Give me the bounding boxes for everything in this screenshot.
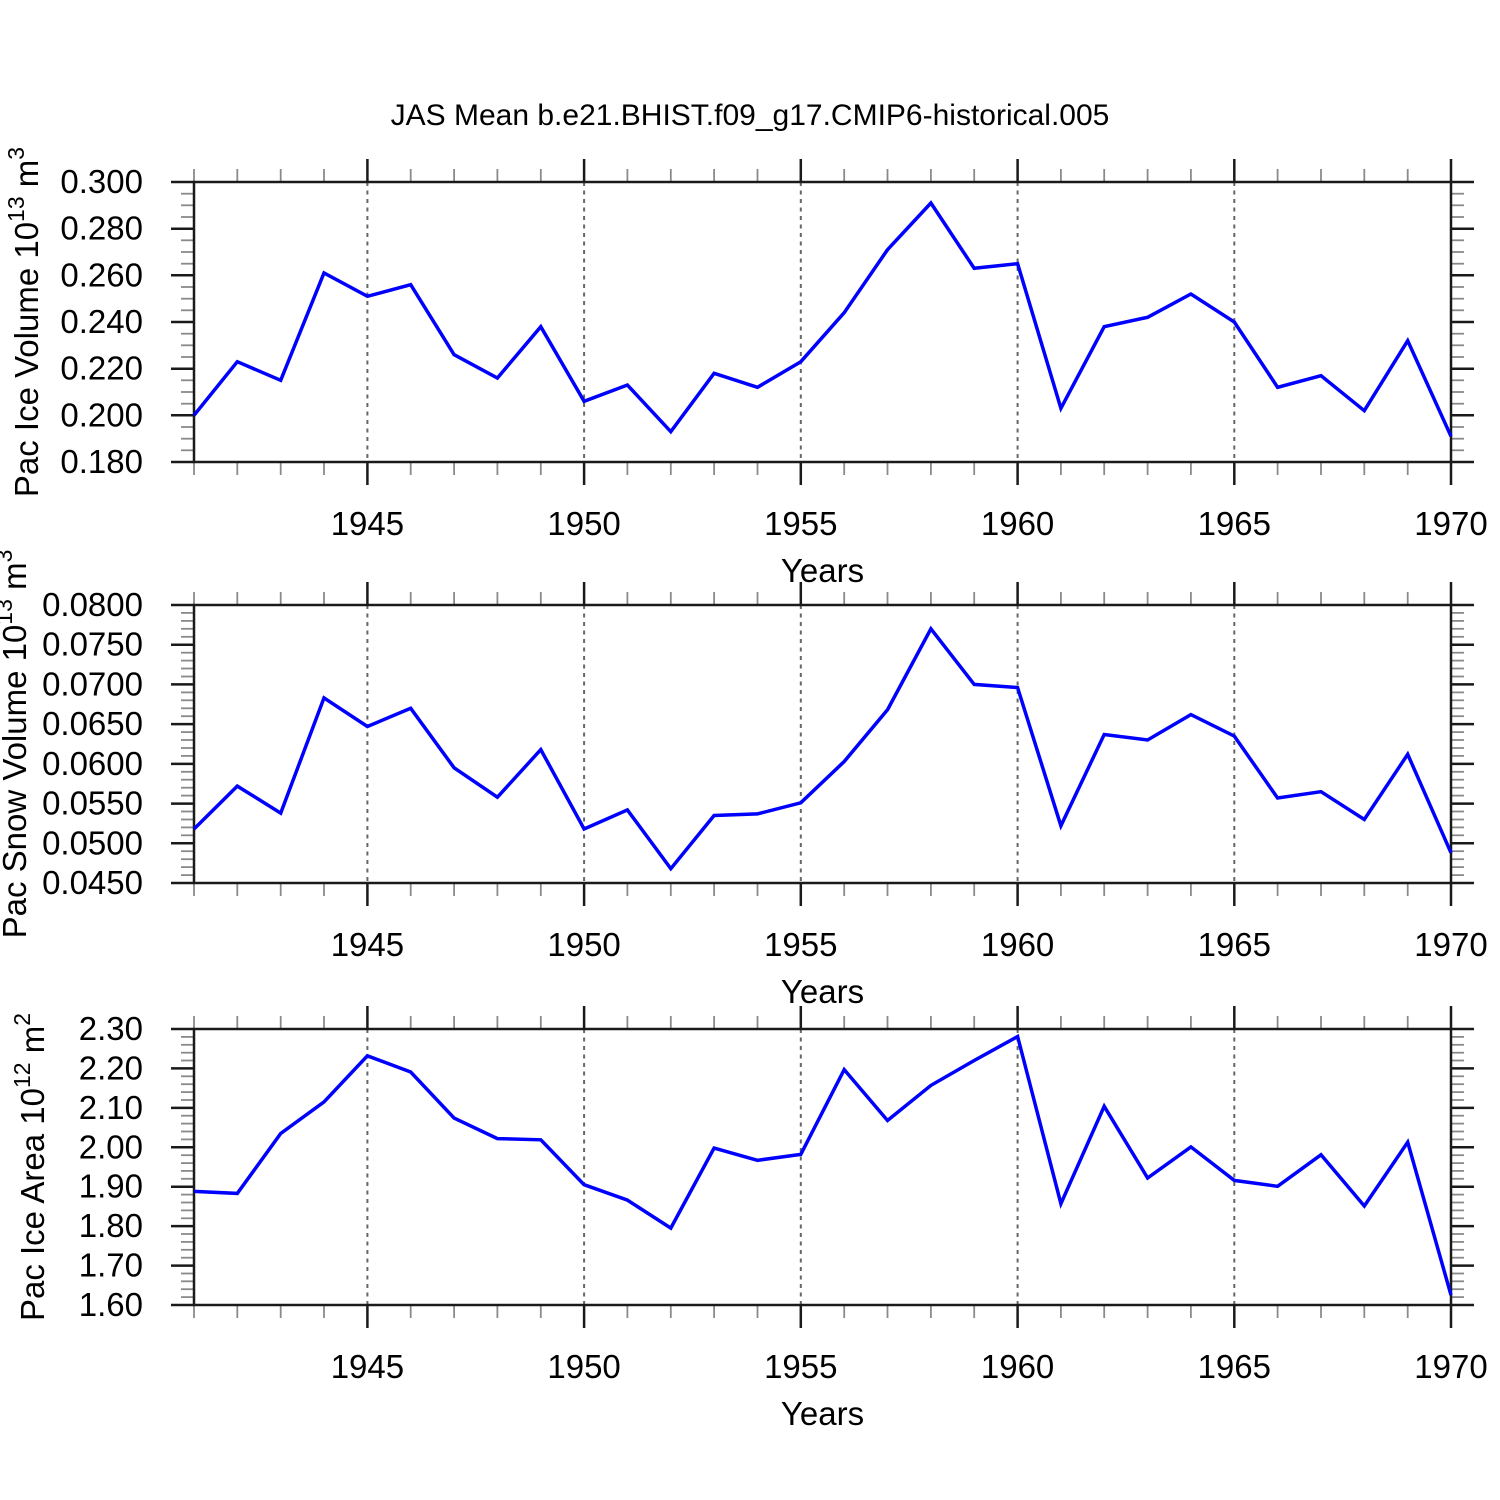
- y-tick-label: 2.00: [79, 1128, 143, 1165]
- x-tick-label: 1965: [1198, 505, 1271, 542]
- axis-ticks: [171, 582, 1474, 906]
- y-tick-label: 0.300: [60, 163, 143, 200]
- x-tick-label: 1955: [764, 1348, 837, 1385]
- pac-snow-volume-series-line: [192, 625, 1453, 872]
- x-tick-label: 1950: [547, 1348, 620, 1385]
- x-axis-title: Years: [781, 1395, 864, 1432]
- axis-ticks: [171, 159, 1474, 485]
- y-tick-label: 0.280: [60, 210, 143, 247]
- x-axis-title: Years: [781, 552, 864, 589]
- x-tick-label: 1960: [981, 926, 1054, 963]
- x-tick-label: 1960: [981, 1348, 1054, 1385]
- y-tick-label: 0.180: [60, 443, 143, 480]
- y-tick-label: 0.0550: [42, 785, 143, 822]
- y-tick-label: 2.10: [79, 1089, 143, 1126]
- x-tick-label: 1950: [547, 505, 620, 542]
- y-tick-label: 1.80: [79, 1207, 143, 1244]
- x-tick-label: 1945: [331, 505, 404, 542]
- plot-frame: [192, 1027, 1453, 1307]
- y-axis-title: Pac Snow Volume 1013 m3: [0, 550, 33, 939]
- gridlines: [366, 1029, 1236, 1305]
- y-tick-labels: 0.08000.07500.07000.06500.06000.05500.05…: [42, 586, 143, 901]
- x-tick-labels: 1945 1950 1955 1960 1965 1970: [331, 505, 1488, 542]
- chart-pac-ice-area: 2.302.202.102.001.901.801.701.60 1945 1950…: [9, 1006, 1488, 1432]
- x-tick-labels: 1945 1950 1955 1960 1965 1970: [331, 1348, 1488, 1385]
- y-tick-labels: 0.300 0.280 0.260 0.240 0.220 0.200 0.180: [60, 163, 143, 480]
- x-tick-label: 1965: [1198, 1348, 1271, 1385]
- y-tick-label: 0.240: [60, 303, 143, 340]
- y-tick-labels: 2.302.202.102.001.901.801.701.60: [79, 1010, 143, 1323]
- x-tick-label: 1955: [764, 926, 837, 963]
- x-tick-label: 1945: [331, 926, 404, 963]
- y-tick-label: 1.70: [79, 1247, 143, 1284]
- y-axis-title: Pac Ice Area 1012 m2: [9, 1013, 51, 1321]
- x-tick-label: 1970: [1414, 1348, 1487, 1385]
- x-tick-label: 1960: [981, 505, 1054, 542]
- axis-ticks: [171, 1006, 1474, 1328]
- y-tick-label: 0.200: [60, 396, 143, 433]
- x-tick-label: 1945: [331, 1348, 404, 1385]
- pac-ice-area-series-line: [193, 1033, 1453, 1296]
- x-tick-labels: 1945 1950 1955 1960 1965 1970: [331, 926, 1488, 963]
- y-tick-label: 1.60: [79, 1286, 143, 1323]
- y-tick-label: 0.0750: [42, 626, 143, 663]
- x-axis-title: Years: [781, 973, 864, 1010]
- x-tick-label: 1970: [1414, 505, 1487, 542]
- y-tick-label: 2.20: [79, 1049, 143, 1086]
- y-tick-label: 0.0500: [42, 824, 143, 861]
- y-tick-label: 0.220: [60, 350, 143, 387]
- y-tick-label: 0.260: [60, 256, 143, 293]
- plot-frame: [192, 603, 1453, 885]
- y-tick-label: 1.90: [79, 1168, 143, 1205]
- y-tick-label: 0.0450: [42, 864, 143, 901]
- x-tick-label: 1965: [1198, 926, 1271, 963]
- y-tick-label: 0.0650: [42, 705, 143, 742]
- y-axis-title: Pac Ice Volume 1013 m3: [3, 147, 45, 497]
- y-tick-label: 0.0700: [42, 665, 143, 702]
- y-tick-label: 0.0800: [42, 586, 143, 623]
- y-tick-label: 2.30: [79, 1010, 143, 1047]
- figure-title: JAS Mean b.e21.BHIST.f09_g17.CMIP6-histo…: [391, 99, 1110, 132]
- pac-ice-volume-series-line: [192, 200, 1453, 438]
- x-tick-label: 1950: [547, 926, 620, 963]
- plot-frame: [192, 180, 1453, 464]
- x-tick-label: 1955: [764, 505, 837, 542]
- y-tick-label: 0.0600: [42, 745, 143, 782]
- gridlines: [366, 605, 1236, 883]
- chart-pac-snow-volume: 0.08000.07500.07000.06500.06000.05500.05…: [0, 550, 1488, 1010]
- x-tick-label: 1970: [1414, 926, 1487, 963]
- gridlines: [366, 182, 1236, 462]
